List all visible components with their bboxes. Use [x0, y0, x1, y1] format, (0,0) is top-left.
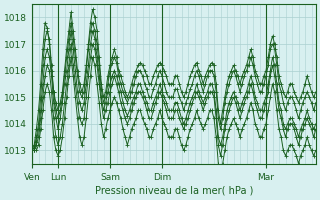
X-axis label: Pression niveau de la mer( hPa ): Pression niveau de la mer( hPa )	[95, 186, 253, 196]
